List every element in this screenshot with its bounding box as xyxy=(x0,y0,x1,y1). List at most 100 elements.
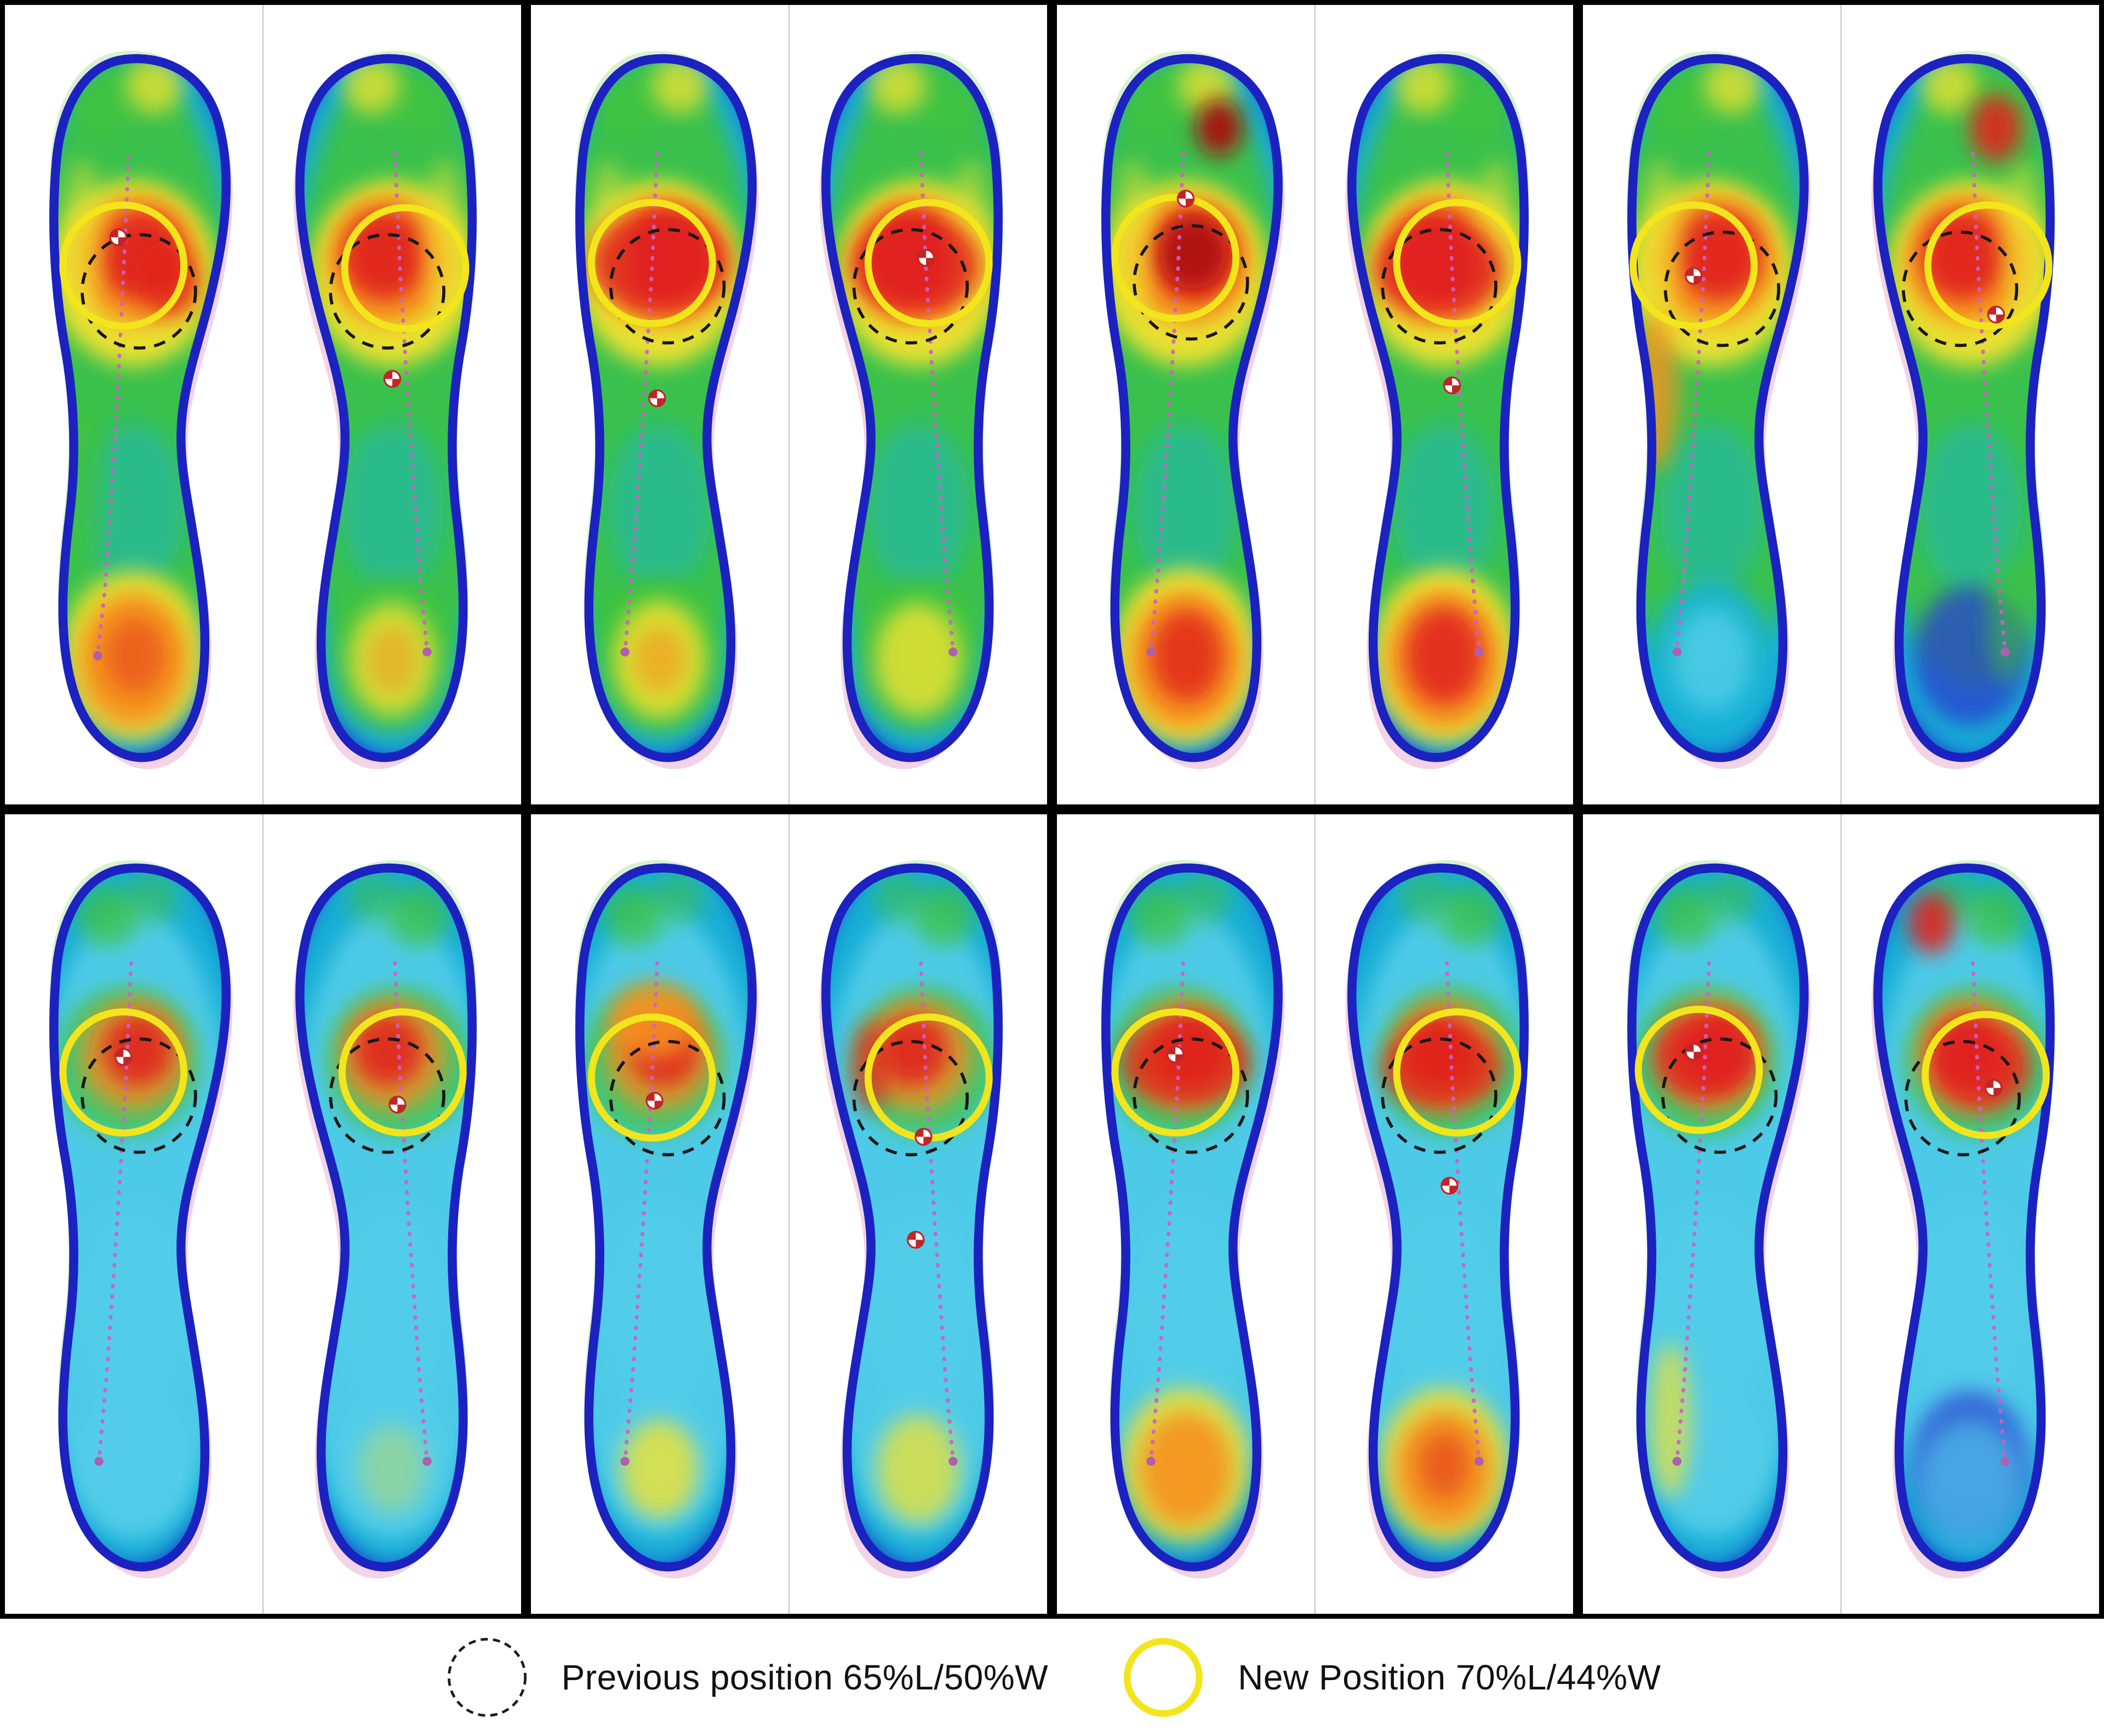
pressure-blob xyxy=(102,1014,173,1087)
pressure-blob xyxy=(1931,1022,2030,1110)
foot-pressure-map-left xyxy=(1100,50,1285,769)
peak-pressure-marker xyxy=(1440,1177,1459,1195)
pressure-blob xyxy=(1439,884,1501,946)
pressure-blob xyxy=(1151,609,1223,703)
pressure-blob xyxy=(603,884,665,946)
cop-trajectory-endpoint xyxy=(93,651,102,660)
cop-trajectory-endpoint xyxy=(1146,1457,1156,1466)
pressure-blob xyxy=(343,58,401,114)
previous-position-circle xyxy=(329,1037,445,1154)
pressure-blob xyxy=(1393,422,1496,593)
previous-position-circle xyxy=(1663,230,1781,347)
foot-outline xyxy=(1347,863,1529,1572)
foot-pressure-map-right xyxy=(1871,860,2056,1579)
pressure-blob xyxy=(1395,58,1453,114)
foot-cell-right xyxy=(1840,814,2099,1614)
new-position-circle xyxy=(1634,1006,1763,1134)
pressure-blob xyxy=(651,58,709,114)
foot-outline xyxy=(821,863,1003,1572)
peak-pressure-marker xyxy=(1684,267,1703,285)
pressure-blob xyxy=(72,1390,196,1540)
foot-outline xyxy=(821,54,1003,762)
pressure-blob xyxy=(1647,72,1714,140)
pressure-blob xyxy=(1139,1412,1232,1526)
trial-panel-2 xyxy=(526,0,1052,809)
pressure-blob xyxy=(634,626,685,693)
previous-position-circle xyxy=(609,228,726,345)
peak-pressure-marker xyxy=(907,1231,925,1249)
pressure-blob xyxy=(341,422,444,593)
pressure-blob xyxy=(2001,160,2043,315)
foot-cell-right xyxy=(262,5,521,804)
foot-pressure-map-left xyxy=(48,860,233,1579)
pressure-blob xyxy=(1377,1201,1512,1420)
peak-pressure-marker xyxy=(1985,1078,2003,1097)
pressure-blob xyxy=(77,884,139,946)
peak-pressure-marker xyxy=(109,228,128,247)
pressure-blob xyxy=(342,210,427,301)
pressure-blob xyxy=(1660,422,1763,593)
new-position-circle xyxy=(864,199,993,327)
foot-pressure-map-right xyxy=(1871,50,2056,769)
pressure-blob xyxy=(353,1014,424,1087)
foot-pressure-map-right xyxy=(293,860,478,1579)
cop-trajectory-endpoint xyxy=(948,1457,958,1466)
new-position-circle xyxy=(59,1008,188,1137)
pressure-blob xyxy=(1419,1431,1470,1499)
pressure-blob xyxy=(1703,58,1761,114)
peak-pressure-marker xyxy=(1176,190,1195,208)
peak-pressure-marker xyxy=(914,1128,933,1146)
foot-cell-left xyxy=(1583,5,1840,804)
pressure-blob xyxy=(1919,1420,2022,1549)
foot-outline xyxy=(1627,863,1809,1572)
pressure-map-grid xyxy=(0,0,2104,1619)
previous-position-circle xyxy=(329,233,445,350)
pressure-blob xyxy=(873,871,925,923)
foot-cell-left xyxy=(1057,814,1314,1614)
cop-trajectory xyxy=(95,155,131,658)
pressure-blob xyxy=(608,422,711,593)
previous-position-circle xyxy=(1381,1037,1497,1154)
previous-position-circle xyxy=(1661,1037,1778,1154)
pressure-blob xyxy=(1196,99,1243,156)
trial-panel-4 xyxy=(1578,0,2104,809)
foot-cell-left xyxy=(5,5,262,804)
legend-item-previous: Previous position 65%L/50%W xyxy=(443,1634,1049,1721)
new-position-circle xyxy=(1111,1008,1240,1137)
new-position-circle-icon xyxy=(1124,1638,1203,1717)
peak-pressure-marker xyxy=(917,249,935,267)
new-position-label: New Position 70%L/44%W xyxy=(1238,1658,1661,1697)
previous-position-dashed-circle xyxy=(447,1638,527,1717)
pressure-blob xyxy=(125,58,183,114)
pressure-blob xyxy=(69,72,136,140)
new-position-circle xyxy=(341,204,470,333)
foot-outline xyxy=(1347,54,1529,762)
pressure-blob xyxy=(367,626,418,693)
foot-pressure-map-right xyxy=(1345,50,1530,769)
new-position-circle xyxy=(1924,201,2052,330)
cop-trajectory-endpoint xyxy=(1146,647,1156,656)
foot-outline xyxy=(295,863,477,1572)
peak-pressure-marker xyxy=(383,370,402,388)
new-position-solid-circle xyxy=(1124,1638,1203,1717)
new-position-circle xyxy=(1922,1010,2050,1139)
foot-cell-right xyxy=(788,814,1047,1614)
pressure-blob xyxy=(595,72,662,140)
legend-item-new: New Position 70%L/44%W xyxy=(1119,1634,1661,1721)
pressure-blob xyxy=(851,1201,986,1420)
previous-position-circle xyxy=(852,1040,969,1157)
foot-cell-left xyxy=(1057,5,1314,804)
pressure-blob xyxy=(653,871,705,923)
foot-pressure-map-left xyxy=(1626,860,1811,1579)
pressure-blob xyxy=(851,216,980,315)
cop-trajectory-endpoint xyxy=(948,647,958,656)
pressure-blob xyxy=(1639,160,1681,315)
previous-position-circle-icon xyxy=(447,1638,527,1717)
new-position-circle xyxy=(59,201,188,330)
pressure-blob xyxy=(325,1201,460,1420)
previous-position-circle xyxy=(1381,228,1497,345)
foot-outline xyxy=(49,863,231,1572)
foot-cell-left xyxy=(531,814,788,1614)
cop-trajectory-endpoint xyxy=(1474,1457,1484,1466)
foot-cell-right xyxy=(1314,814,1573,1614)
